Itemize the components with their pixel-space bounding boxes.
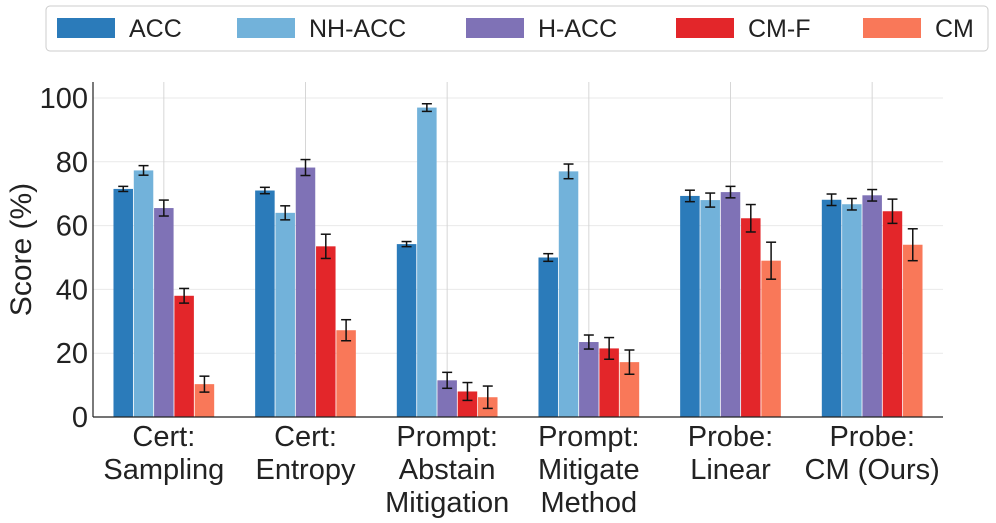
bar xyxy=(558,171,579,417)
bar xyxy=(538,257,558,417)
legend-label: CM-F xyxy=(748,15,810,43)
bar xyxy=(741,218,761,417)
legend-label: ACC xyxy=(129,15,182,43)
y-tick-label: 80 xyxy=(56,147,88,179)
bar xyxy=(255,190,275,417)
x-tick-label: Cert: xyxy=(274,421,337,453)
x-tick-label: Cert: xyxy=(132,421,195,453)
bar xyxy=(882,211,903,417)
bar xyxy=(417,107,437,417)
legend-label: CM xyxy=(935,15,974,43)
bar xyxy=(295,167,316,417)
x-tick-label: Prompt: xyxy=(396,421,498,453)
bar xyxy=(457,391,478,417)
bar xyxy=(619,362,640,417)
bar xyxy=(336,330,356,417)
bar xyxy=(862,195,882,417)
x-tick-label: Abstain xyxy=(399,454,496,486)
x-tick-label: Method xyxy=(540,487,637,519)
y-tick-label: 20 xyxy=(56,338,88,370)
bar xyxy=(174,295,194,417)
x-tick-label: Linear xyxy=(690,454,771,486)
legend-label: NH-ACC xyxy=(309,15,406,43)
x-tick-label: Mitigate xyxy=(538,454,640,486)
y-tick-label: 60 xyxy=(56,211,88,243)
bar xyxy=(680,195,700,417)
bar xyxy=(275,212,295,417)
x-tick-label: CM (Ours) xyxy=(805,454,940,486)
y-tick-label: 0 xyxy=(72,402,88,434)
bar xyxy=(113,188,133,417)
legend-label: H-ACC xyxy=(538,15,617,43)
bar xyxy=(316,246,336,417)
x-tick-label: Mitigation xyxy=(385,487,509,519)
bar xyxy=(437,380,457,417)
x-tick-label: Entropy xyxy=(256,454,356,486)
legend-swatch xyxy=(676,18,734,38)
legend-swatch xyxy=(57,18,115,38)
bar xyxy=(396,244,417,417)
legend-swatch xyxy=(863,18,921,38)
legend-swatch xyxy=(466,18,524,38)
bar xyxy=(154,208,174,417)
x-tick-label: Probe: xyxy=(829,421,914,453)
bar xyxy=(821,199,842,417)
bar xyxy=(842,204,862,417)
x-tick-label: Sampling xyxy=(103,454,224,486)
bar xyxy=(761,260,781,417)
bar xyxy=(903,244,923,417)
y-tick-label: 40 xyxy=(56,274,88,306)
bar xyxy=(579,342,599,417)
legend-swatch xyxy=(237,18,295,38)
x-tick-label: Prompt: xyxy=(538,421,640,453)
bar xyxy=(133,170,154,417)
y-tick-label: 100 xyxy=(40,83,88,115)
y-axis-label: Score (%) xyxy=(5,183,38,316)
x-tick-label: Probe: xyxy=(688,421,773,453)
bar xyxy=(720,192,741,417)
bar xyxy=(599,348,619,417)
bar xyxy=(700,200,720,417)
